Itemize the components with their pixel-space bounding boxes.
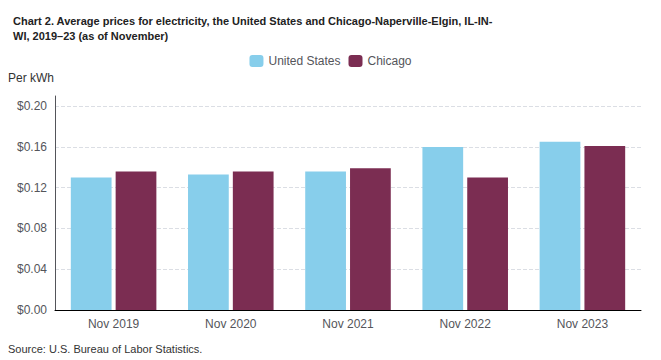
svg-text:$0.20: $0.20 (17, 99, 47, 113)
svg-text:Nov 2021: Nov 2021 (322, 317, 374, 331)
svg-text:Chart 2. Average prices for el: Chart 2. Average prices for electricity,… (13, 15, 493, 27)
svg-text:Nov 2022: Nov 2022 (440, 317, 492, 331)
svg-text:Per kWh: Per kWh (8, 71, 54, 85)
svg-text:Nov 2020: Nov 2020 (205, 317, 257, 331)
svg-text:Nov 2023: Nov 2023 (557, 317, 609, 331)
svg-text:$0.16: $0.16 (17, 140, 47, 154)
svg-text:Chicago: Chicago (368, 54, 412, 68)
svg-text:WI, 2019–23 (as of November): WI, 2019–23 (as of November) (13, 30, 169, 42)
svg-text:Source: U.S. Bureau of Labor S: Source: U.S. Bureau of Labor Statistics. (8, 343, 202, 355)
svg-text:$0.04: $0.04 (17, 262, 47, 276)
svg-text:$0.12: $0.12 (17, 181, 47, 195)
svg-text:$0.08: $0.08 (17, 221, 47, 235)
svg-text:$0.00: $0.00 (17, 303, 47, 317)
svg-text:United States: United States (268, 54, 340, 68)
svg-text:Nov 2019: Nov 2019 (88, 317, 140, 331)
